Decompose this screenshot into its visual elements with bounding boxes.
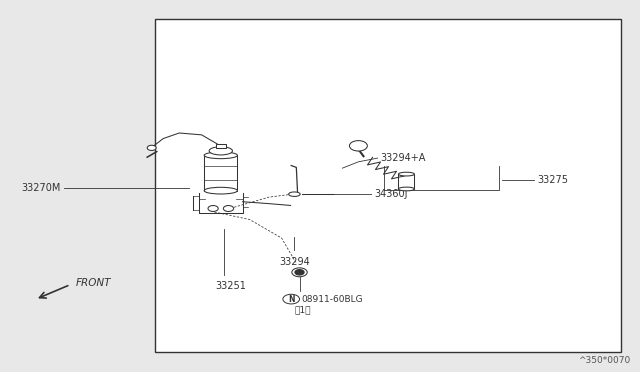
Ellipse shape [398,187,415,191]
Circle shape [283,294,300,304]
Ellipse shape [289,192,300,196]
Text: 33251: 33251 [215,281,246,291]
Ellipse shape [398,172,415,176]
Bar [216,144,226,148]
Text: N: N [288,295,294,304]
Text: 33294: 33294 [279,257,310,267]
Circle shape [349,141,367,151]
Text: 08911-60BLG: 08911-60BLG [301,295,363,304]
Bar [155,19,621,352]
Ellipse shape [209,147,232,155]
Text: FRONT: FRONT [76,278,111,288]
Text: ^350*0070: ^350*0070 [578,356,630,365]
Text: 33270M: 33270M [21,183,61,193]
Circle shape [223,205,234,211]
Bar [398,174,415,189]
Bar [204,155,237,190]
Text: 34360J: 34360J [374,189,408,199]
Circle shape [295,270,304,275]
Ellipse shape [204,187,237,194]
Circle shape [208,205,218,211]
Text: 33275: 33275 [538,176,568,185]
Text: 33294+A: 33294+A [381,153,426,163]
Circle shape [147,145,156,150]
Ellipse shape [204,152,237,158]
Text: （1）: （1） [294,305,311,314]
